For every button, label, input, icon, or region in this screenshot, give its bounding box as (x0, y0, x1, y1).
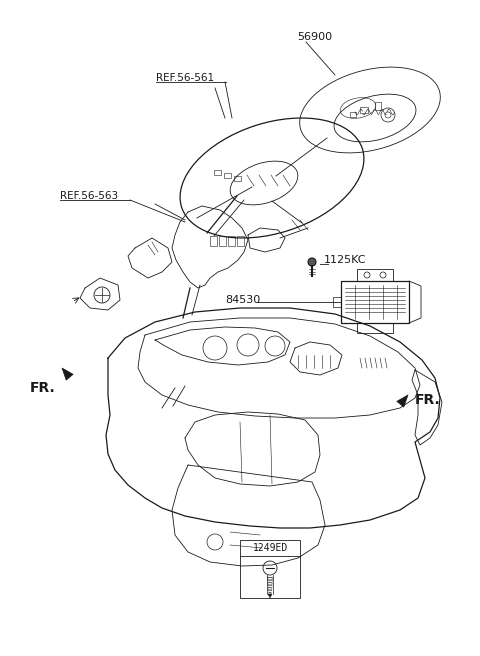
Text: FR.: FR. (415, 393, 441, 407)
Bar (357, 323, 393, 333)
Bar (219, 236, 226, 246)
Bar (357, 269, 393, 281)
Bar (375, 102, 381, 110)
Bar (224, 173, 231, 178)
Text: 1249ED: 1249ED (252, 543, 288, 553)
Text: REF.56-561: REF.56-561 (156, 73, 214, 83)
Bar (210, 236, 217, 246)
Bar (214, 170, 221, 175)
Circle shape (308, 258, 316, 266)
Text: 84530: 84530 (225, 295, 260, 305)
Bar (360, 107, 368, 113)
Polygon shape (397, 395, 408, 407)
Bar (237, 236, 244, 246)
Bar (333, 297, 341, 307)
Polygon shape (62, 368, 73, 380)
Text: FR.: FR. (30, 381, 56, 395)
Bar (341, 281, 409, 323)
Bar (228, 236, 235, 246)
Bar (350, 112, 356, 117)
Bar (240, 540, 300, 598)
Bar (234, 176, 241, 181)
Text: 1125KC: 1125KC (324, 255, 367, 265)
Text: REF.56-563: REF.56-563 (60, 191, 118, 201)
Text: 56900: 56900 (297, 32, 332, 42)
Polygon shape (268, 594, 272, 598)
